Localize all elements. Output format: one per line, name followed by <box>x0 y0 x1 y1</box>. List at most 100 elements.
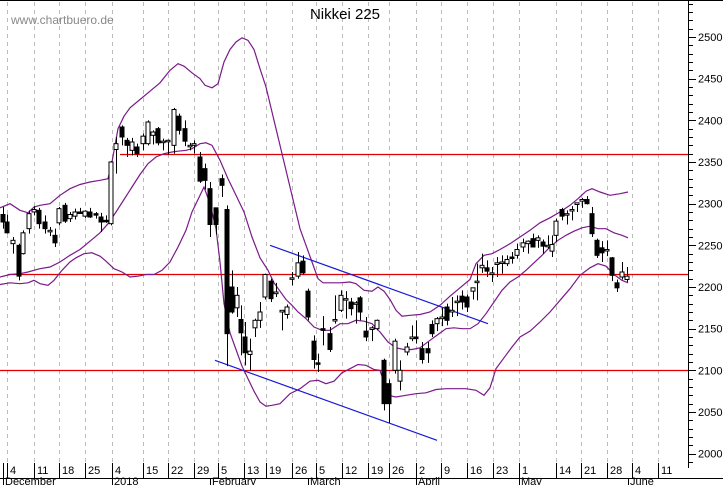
candle <box>569 206 575 221</box>
candle <box>484 260 490 277</box>
candle-body-down <box>229 286 235 313</box>
candle-body-down <box>77 211 83 214</box>
candle <box>26 210 32 234</box>
candle <box>140 133 146 151</box>
x-month-label: 2018 <box>114 476 138 485</box>
candle-body-up <box>165 139 171 143</box>
candle-body-up <box>569 208 575 212</box>
candle-body-down <box>584 198 590 205</box>
candle-body-up <box>279 309 285 313</box>
x-tick-label: 5 <box>319 465 325 477</box>
candle <box>381 358 387 411</box>
candle-body-up <box>449 309 455 313</box>
candle <box>62 202 68 223</box>
candle-body-down <box>242 336 248 354</box>
watermark: www.chartbuero.de <box>11 13 114 27</box>
candle <box>224 205 230 367</box>
candle <box>284 304 290 319</box>
candle-body-down <box>42 221 48 230</box>
candle-body-up <box>113 143 119 150</box>
candle <box>464 294 470 312</box>
candle-body-up <box>262 273 268 298</box>
candle <box>479 253 485 273</box>
candle <box>604 240 610 257</box>
candle-body-down <box>213 207 219 225</box>
candle-body-up <box>624 275 630 280</box>
candle <box>574 202 580 212</box>
candle-body-up <box>72 211 78 217</box>
candle-body-up <box>20 232 26 255</box>
candle <box>348 297 354 316</box>
candle-body-down <box>4 221 10 234</box>
candle-body-up <box>247 350 253 355</box>
x-tick-label: 22 <box>171 465 183 477</box>
candle <box>584 196 590 205</box>
candle <box>191 140 197 154</box>
candle-body-down <box>182 128 188 142</box>
candle <box>93 211 99 219</box>
x-tick-label: 13 <box>247 465 259 477</box>
y-tick-label: 20000 <box>698 449 723 461</box>
x-tick-label: 4 <box>10 465 16 477</box>
candle <box>252 318 258 337</box>
chart-title: Nikkei 225 <box>309 6 381 23</box>
y-tick-label: 24500 <box>698 74 723 86</box>
candle <box>509 251 515 264</box>
candle-body-up <box>289 277 295 280</box>
candle-body-up <box>434 318 440 325</box>
candle-body-down <box>300 260 306 274</box>
candle <box>4 214 10 234</box>
candle <box>229 270 235 314</box>
candle <box>413 320 419 344</box>
x-tick-label: 18 <box>62 465 74 477</box>
candle <box>247 338 253 371</box>
candle-body-up <box>369 327 375 330</box>
candle <box>599 241 605 262</box>
candle-body-up <box>574 202 580 205</box>
candle-body-down <box>348 301 354 310</box>
candle-body-down <box>530 238 536 248</box>
candle-body-up <box>504 258 510 265</box>
candle <box>31 206 37 216</box>
candle <box>386 379 392 423</box>
candle <box>129 137 135 156</box>
x-tick-label: 21 <box>584 465 596 477</box>
candle-body-down <box>444 306 450 321</box>
x-tick-label: 19 <box>371 465 383 477</box>
candle-body-down <box>124 139 130 146</box>
candle-body-up <box>187 144 193 148</box>
candle <box>425 341 431 363</box>
x-tick-label: 11 <box>37 465 48 477</box>
x-tick-label: 5 <box>221 465 227 477</box>
candle-body-up <box>140 135 146 145</box>
candle-body-up <box>191 143 197 146</box>
candle <box>257 301 263 328</box>
candle-body-down <box>134 146 140 155</box>
candle-body-up <box>514 248 520 256</box>
candle <box>374 319 380 331</box>
candle <box>16 243 22 281</box>
candle <box>150 130 156 145</box>
candle-body-down <box>52 234 58 244</box>
candle <box>369 326 375 342</box>
candle <box>594 238 600 258</box>
candle <box>238 305 244 356</box>
candle-body-up <box>499 261 505 264</box>
candle-body-down <box>103 219 109 223</box>
candle-body-down <box>363 330 369 338</box>
candle <box>202 163 208 190</box>
candle-body-up <box>47 229 53 233</box>
x-tick-label: 12 <box>345 465 357 477</box>
horizontal-support-resistance-lines <box>0 153 688 372</box>
x-tick-label: 2 <box>419 465 425 477</box>
x-month-label: June <box>630 476 654 485</box>
candle-body-up <box>343 298 349 301</box>
candle-body-up <box>257 311 263 321</box>
candle <box>494 256 500 277</box>
candle <box>397 360 403 391</box>
candle <box>0 206 6 229</box>
candle <box>624 266 630 282</box>
x-axis: 4 11 18 25 4 15 22 29 5 13 19 26 5 12 19 26 2 9 16 23 1 14 21 2… <box>0 463 723 488</box>
candle-body-down <box>197 156 203 182</box>
